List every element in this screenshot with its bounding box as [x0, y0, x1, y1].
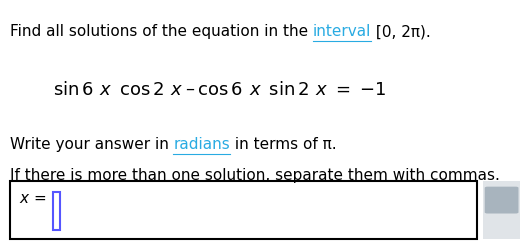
Text: Write your answer in: Write your answer in	[10, 137, 173, 152]
Text: [0, 2π).: [0, 2π).	[371, 24, 431, 39]
FancyBboxPatch shape	[483, 181, 520, 239]
FancyBboxPatch shape	[485, 187, 518, 214]
Text: $x$ =: $x$ =	[19, 191, 46, 206]
FancyBboxPatch shape	[53, 192, 60, 230]
Text: If there is more than one solution, separate them with commas.: If there is more than one solution, sepa…	[10, 168, 499, 183]
Text: in terms of π.: in terms of π.	[230, 137, 337, 152]
Text: radians: radians	[173, 137, 230, 152]
Text: Find all solutions of the equation in the: Find all solutions of the equation in th…	[10, 24, 313, 39]
Text: sin 6   $x$ cos 2   $x$ – cos 6   $x$ sin 2   $x$ = −1: sin 6 $x$ cos 2 $x$ – cos 6 $x$ sin 2 $x…	[53, 81, 386, 99]
Text: interval: interval	[313, 24, 371, 39]
FancyBboxPatch shape	[10, 181, 477, 239]
